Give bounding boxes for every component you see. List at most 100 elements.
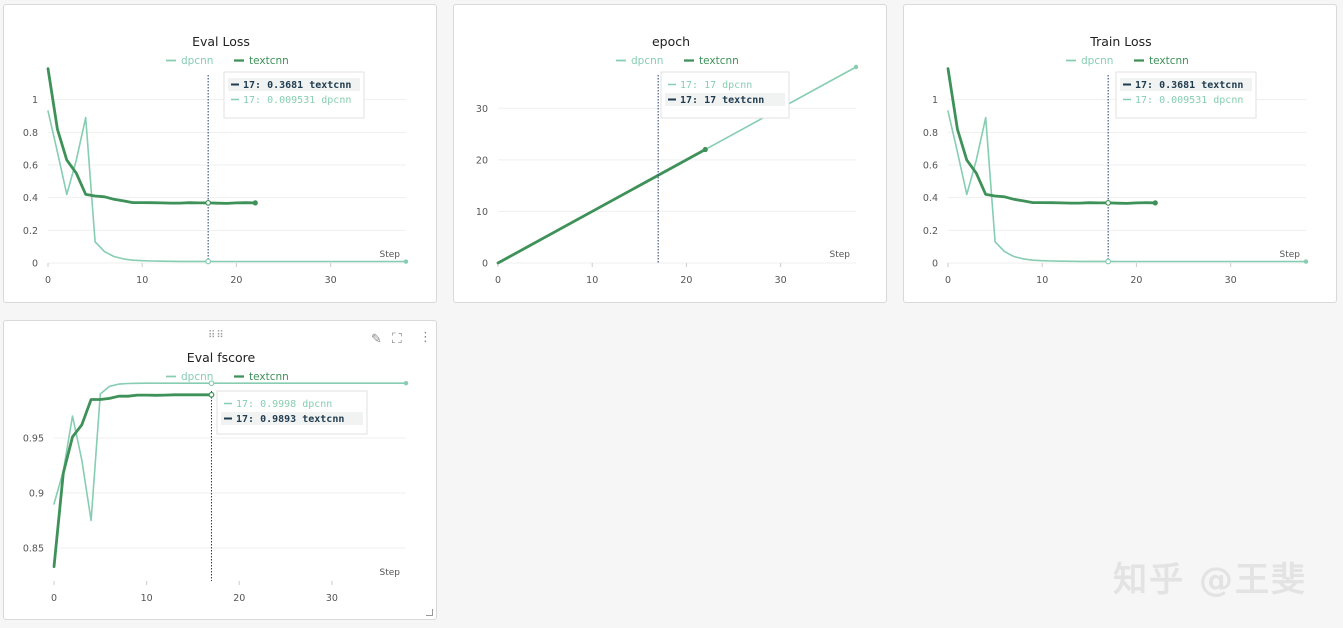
- series-end-point-textcnn: [702, 146, 708, 153]
- tooltip-row-textcnn: 17: 0.3681 textcnn: [1135, 80, 1243, 91]
- more-vertical-icon[interactable]: ⋮: [419, 330, 432, 345]
- hover-point-textcnn: [1105, 199, 1112, 206]
- chart-svg[interactable]: Eval fscore dpcnn textcnn 0.85 0.9 0.95 0 10 20 3…: [4, 321, 437, 620]
- hover-point-dpcnn: [208, 380, 215, 387]
- tooltip-row-highlight: [1120, 78, 1252, 91]
- x-tick-label: 20: [680, 275, 692, 286]
- x-axis-label: Step: [830, 250, 851, 260]
- y-tick-label: 0.9: [29, 489, 44, 500]
- x-tick-label: 10: [136, 275, 148, 286]
- panel-eval-loss: Eval Loss dpcnn textcnn 0 0.2 0.4 0.6 0.8 1 0 10 20…: [3, 4, 437, 303]
- chart-title: Eval Loss: [192, 34, 250, 49]
- legend-label-dpcnn[interactable]: dpcnn: [631, 55, 663, 67]
- series-line-dpcnn[interactable]: [947, 110, 1307, 263]
- tooltip-row-textcnn: 17: 17 textcnn: [680, 95, 764, 106]
- series-line-textcnn[interactable]: [496, 148, 707, 265]
- tooltip-row-dpcnn: 17: 0.009531 dpcnn: [243, 95, 351, 106]
- x-tick-label: 20: [233, 593, 245, 604]
- hover-tooltip: 17: 0.9998 dpcnn 17: 0.9893 textcnn: [216, 390, 368, 435]
- series-end-point-dpcnn: [403, 259, 409, 264]
- drag-handle-icon[interactable]: ⠿⠿: [208, 330, 225, 341]
- tooltip-row-dpcnn: 17: 0.009531 dpcnn: [1135, 95, 1243, 106]
- x-tick-label: 30: [775, 275, 787, 286]
- series-end-point-dpcnn: [403, 381, 409, 386]
- x-tick-label: 0: [45, 275, 51, 286]
- y-tick-label: 0.2: [23, 226, 38, 237]
- y-tick-label: 0.4: [923, 193, 938, 204]
- chart-title: Train Loss: [1089, 34, 1151, 49]
- series-line-textcnn[interactable]: [52, 393, 213, 569]
- y-tick-label: 0.8: [23, 128, 38, 139]
- series-line-dpcnn[interactable]: [53, 382, 407, 522]
- y-tick-label: 0.6: [23, 161, 38, 172]
- x-tick-label: 0: [945, 275, 951, 286]
- y-tick-label: 0: [32, 259, 38, 270]
- x-tick-label: 20: [1130, 275, 1142, 286]
- series-line-textcnn[interactable]: [946, 67, 1157, 205]
- series-line-textcnn[interactable]: [46, 67, 257, 205]
- y-tick-label: 10: [476, 207, 488, 218]
- y-tick-label: 0.2: [923, 226, 938, 237]
- y-tick-label: 0.95: [23, 434, 44, 445]
- x-tick-label: 0: [51, 593, 57, 604]
- x-axis-label: Step: [380, 250, 401, 260]
- hover-point-textcnn: [208, 391, 215, 398]
- hover-point-textcnn: [205, 199, 212, 206]
- x-tick-label: 10: [586, 275, 598, 286]
- y-tick-label: 1: [32, 95, 38, 106]
- x-tick-label: 30: [326, 593, 338, 604]
- series-line-dpcnn[interactable]: [47, 110, 407, 263]
- tooltip-row-highlight: [228, 78, 360, 91]
- y-tick-label: 0.8: [923, 128, 938, 139]
- y-tick-label: 0.6: [923, 161, 938, 172]
- legend-label-dpcnn[interactable]: dpcnn: [1081, 55, 1113, 67]
- hover-point-dpcnn: [1105, 258, 1112, 265]
- legend-label-textcnn[interactable]: textcnn: [699, 55, 739, 67]
- tooltip-row-dpcnn: 17: 17 dpcnn: [680, 80, 752, 91]
- tooltip-row-highlight: [221, 412, 363, 425]
- x-tick-label: 0: [495, 275, 501, 286]
- x-tick-label: 20: [230, 275, 242, 286]
- series-end-point-dpcnn: [1303, 259, 1309, 264]
- tooltip-row-dpcnn: 17: 0.9998 dpcnn: [236, 399, 332, 410]
- tooltip-row-highlight: [665, 93, 785, 106]
- chart-svg[interactable]: epoch dpcnn textcnn 0 10 20 30 0 10 20 30 Step 17: 1…: [454, 5, 887, 303]
- x-tick-label: 30: [325, 275, 337, 286]
- y-tick-label: 30: [476, 104, 488, 115]
- hover-point-dpcnn: [205, 258, 212, 265]
- x-axis-label: Step: [380, 568, 401, 578]
- watermark: 知乎 @王斐: [1113, 560, 1307, 600]
- x-tick-label: 10: [1036, 275, 1048, 286]
- legend-label-textcnn[interactable]: textcnn: [249, 371, 289, 383]
- y-tick-label: 20: [476, 155, 488, 166]
- panel-epoch: epoch dpcnn textcnn 0 10 20 30 0 10 20 30 Step 17: 1…: [453, 4, 887, 303]
- series-end-point-textcnn: [1152, 200, 1158, 206]
- panel-eval-fscore: Eval fscore dpcnn textcnn 0.85 0.9 0.95 0 10 20 3…: [3, 320, 437, 620]
- fullscreen-icon[interactable]: ⛶: [392, 331, 402, 347]
- series-end-point-textcnn: [252, 200, 258, 206]
- x-tick-label: 30: [1225, 275, 1237, 286]
- hover-tooltip: 17: 0.3681 textcnn 17: 0.009531 dpcnn: [223, 71, 365, 119]
- hover-tooltip: 17: 0.3681 textcnn 17: 0.009531 dpcnn: [1115, 71, 1257, 119]
- y-tick-label: 1: [932, 95, 938, 106]
- x-axis-label: Step: [1280, 250, 1301, 260]
- legend-label-dpcnn[interactable]: dpcnn: [181, 55, 213, 67]
- legend-label-textcnn[interactable]: textcnn: [249, 55, 289, 67]
- y-tick-label: 0.85: [23, 544, 44, 555]
- y-tick-label: 0: [932, 259, 938, 270]
- x-tick-label: 10: [141, 593, 153, 604]
- legend-label-dpcnn[interactable]: dpcnn: [181, 371, 213, 383]
- hover-tooltip: 17: 17 dpcnn 17: 17 textcnn: [660, 71, 790, 119]
- panel-train-loss: Train Loss dpcnn textcnn 0 0.2 0.4 0.6 0.8 1 0 10 2…: [903, 4, 1337, 303]
- pencil-icon[interactable]: ✎: [371, 332, 382, 347]
- tooltip-row-textcnn: 17: 0.9893 textcnn: [236, 414, 344, 425]
- tooltip-row-textcnn: 17: 0.3681 textcnn: [243, 80, 351, 91]
- legend-label-textcnn[interactable]: textcnn: [1149, 55, 1189, 67]
- y-tick-label: 0: [482, 259, 488, 270]
- resize-handle[interactable]: [426, 609, 433, 616]
- chart-title: epoch: [652, 34, 690, 49]
- y-tick-label: 0.4: [23, 193, 38, 204]
- series-end-point-dpcnn: [853, 64, 859, 70]
